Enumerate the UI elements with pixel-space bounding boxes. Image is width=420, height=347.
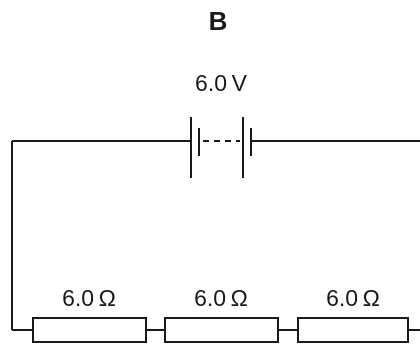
diagram-title: B	[209, 6, 228, 36]
resistor-1-label: 6.0 Ω	[62, 285, 116, 311]
resistor-2	[164, 317, 279, 343]
resistor-1	[32, 317, 147, 343]
battery-symbol	[190, 117, 252, 178]
resistor-2-label: 6.0 Ω	[194, 285, 248, 311]
resistor-3	[297, 317, 409, 343]
resistor-3-label: 6.0 Ω	[326, 285, 380, 311]
battery-voltage-label: 6.0 V	[195, 70, 248, 96]
